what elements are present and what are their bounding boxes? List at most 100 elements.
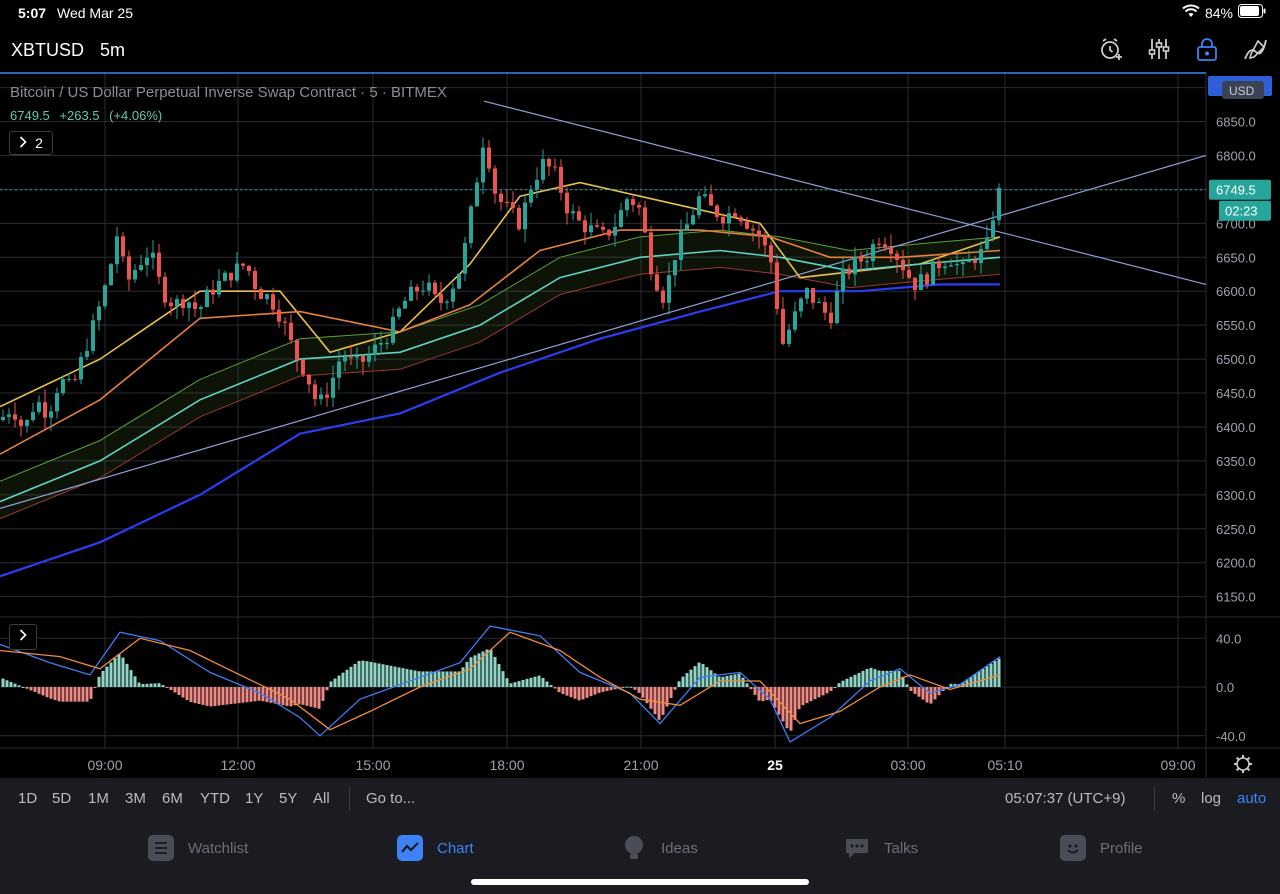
- macd-histogram-bar: [41, 687, 45, 696]
- wifi-icon: [1182, 4, 1200, 21]
- indicator-settings-icon[interactable]: [1146, 36, 1172, 62]
- macd-histogram-bar: [753, 687, 757, 695]
- macd-histogram-bar: [981, 668, 985, 688]
- macd-histogram-bar: [173, 687, 177, 693]
- candle-body: [799, 298, 803, 312]
- candle-body: [205, 289, 209, 307]
- range-3m-button[interactable]: 3M: [125, 790, 146, 807]
- macd-histogram-bar: [909, 687, 913, 692]
- gear-icon[interactable]: [1234, 755, 1252, 773]
- macd-histogram-bar: [669, 687, 673, 699]
- macd-histogram-bar: [877, 670, 881, 688]
- macd-histogram-bar: [929, 687, 933, 704]
- candle-body: [541, 159, 545, 180]
- macd-histogram-bar: [421, 671, 425, 688]
- candle-body: [613, 227, 617, 236]
- candle-body: [367, 354, 371, 362]
- macd-histogram-bar: [665, 687, 669, 707]
- price-chart[interactable]: 6900.06850.06800.06750.06700.06650.06600…: [0, 72, 1280, 778]
- macd-histogram-bar: [409, 669, 413, 688]
- candle-body: [445, 301, 449, 303]
- macd-histogram-bar: [977, 671, 981, 688]
- macd-histogram-bar: [5, 680, 9, 688]
- candle-body: [295, 340, 299, 360]
- candle-body: [355, 355, 359, 358]
- range-5y-button[interactable]: 5Y: [279, 790, 298, 807]
- range-ytd-button[interactable]: YTD: [200, 790, 230, 807]
- candle-body: [73, 378, 77, 380]
- candle-body: [955, 264, 959, 266]
- chart-legend-title: Bitcoin / US Dollar Perpetual Inverse Sw…: [10, 84, 447, 101]
- range-6m-button[interactable]: 6M: [162, 790, 183, 807]
- timezone-clock[interactable]: 05:07:37 (UTC+9): [1005, 790, 1126, 807]
- cloud-leading-span-b: [0, 266, 1001, 520]
- tab-talks[interactable]: Talks: [844, 834, 918, 862]
- candle-body: [655, 274, 659, 291]
- range-5d-button[interactable]: 5D: [52, 790, 72, 807]
- macd-histogram-bar: [289, 687, 293, 707]
- chevron-right-icon: [19, 628, 27, 646]
- candle-body: [901, 259, 905, 271]
- goto-date-button[interactable]: Go to...: [366, 790, 416, 807]
- candle-body: [859, 256, 863, 262]
- candle-body: [991, 220, 995, 238]
- trend-line[interactable]: [483, 100, 1207, 285]
- macd-histogram-bar: [845, 678, 849, 688]
- log-scale-toggle[interactable]: log: [1201, 790, 1222, 807]
- symbol-selector[interactable]: XBTUSD: [11, 40, 85, 60]
- range-1y-button[interactable]: 1Y: [245, 790, 264, 807]
- drawing-tools-icon[interactable]: [1242, 36, 1268, 62]
- tab-profile[interactable]: Profile: [1060, 834, 1143, 862]
- macd-histogram-bar: [477, 653, 481, 688]
- candle-body: [67, 378, 71, 380]
- macd-pane-toggle-button[interactable]: [9, 624, 37, 650]
- candle-body: [109, 264, 113, 286]
- macd-histogram-bar: [573, 687, 577, 699]
- macd-histogram-bar: [821, 687, 825, 696]
- auto-scale-toggle[interactable]: auto: [1237, 790, 1267, 807]
- macd-histogram-bar: [985, 666, 989, 688]
- candle-body: [175, 299, 179, 307]
- macd-histogram-bar: [569, 687, 573, 698]
- macd-axis-label: -40.0: [1216, 729, 1246, 744]
- candle-body: [643, 207, 647, 233]
- time-axis-label: 12:00: [220, 757, 255, 773]
- candle-body: [733, 213, 737, 218]
- range-1m-button[interactable]: 1M: [88, 790, 109, 807]
- interval-selector[interactable]: 5m: [100, 40, 126, 60]
- alarm-add-icon[interactable]: [1098, 36, 1124, 62]
- tab-chart[interactable]: Chart: [397, 834, 474, 862]
- range-1d-button[interactable]: 1D: [18, 790, 38, 807]
- candle-body: [817, 302, 821, 304]
- range-all-button[interactable]: All: [313, 790, 330, 807]
- candle-body: [313, 384, 317, 400]
- time-axis-label: 18:00: [489, 757, 524, 773]
- candle-body: [841, 268, 845, 292]
- price-axis-label: 6300.0: [1216, 488, 1256, 503]
- tab-watchlist[interactable]: Watchlist: [148, 834, 248, 862]
- macd-histogram-bar: [857, 672, 861, 688]
- macd-histogram-bar: [273, 687, 277, 704]
- macd-histogram-bar: [517, 681, 521, 688]
- currency-badge: [1222, 81, 1264, 99]
- tab-ideas[interactable]: Ideas: [621, 834, 698, 862]
- lock-icon[interactable]: [1194, 36, 1220, 62]
- candle-body: [811, 287, 815, 303]
- candle-body: [319, 394, 323, 400]
- percent-scale-toggle[interactable]: %: [1172, 790, 1186, 807]
- candle-body: [871, 243, 875, 262]
- candle-body: [217, 280, 221, 295]
- candle-body: [949, 265, 953, 267]
- candle-body: [559, 166, 563, 193]
- macd-histogram-bar: [233, 687, 237, 704]
- candle-body: [199, 306, 203, 309]
- tab-chart-label: Chart: [437, 839, 474, 857]
- candle-body: [31, 411, 35, 421]
- candle-body: [607, 229, 611, 236]
- trend-line[interactable]: [0, 154, 1207, 509]
- indicators-toggle-button[interactable]: 2: [9, 131, 53, 155]
- candle-body: [673, 260, 677, 276]
- macd-histogram-bar: [405, 668, 409, 688]
- macd-histogram-bar: [481, 651, 485, 688]
- candle-body: [601, 226, 605, 230]
